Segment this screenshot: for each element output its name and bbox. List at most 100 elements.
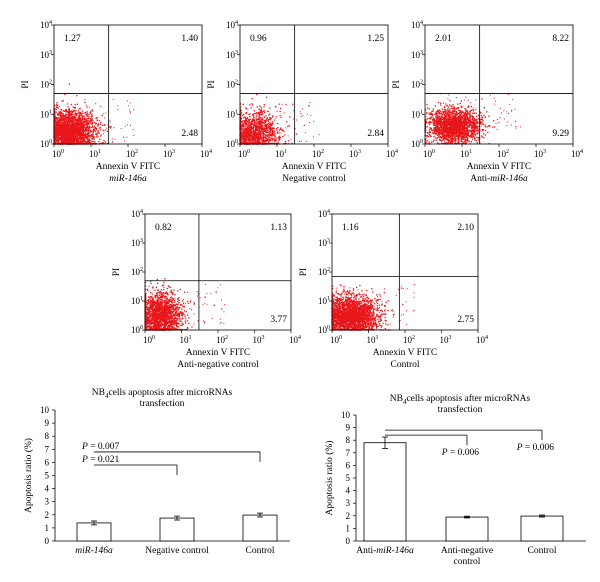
event-dot xyxy=(250,123,253,126)
event-dot xyxy=(270,142,273,145)
event-dot xyxy=(263,127,265,129)
event-dot xyxy=(56,123,58,126)
x-tick-label: 104 xyxy=(200,149,212,159)
event-dot xyxy=(91,121,93,124)
event-dot xyxy=(62,115,65,117)
event-dot xyxy=(295,133,298,135)
x-tick-exponent: 3 xyxy=(172,149,175,155)
event-dot xyxy=(83,126,85,129)
event-dot xyxy=(91,137,93,140)
event-dot xyxy=(243,128,245,131)
event-dot xyxy=(74,129,76,131)
event-dot xyxy=(55,135,57,137)
event-dot xyxy=(470,134,472,136)
event-dot xyxy=(83,118,85,120)
event-dot xyxy=(450,136,452,138)
event-dot xyxy=(58,119,61,122)
event-dot xyxy=(61,126,64,128)
event-dot xyxy=(73,119,75,122)
event-dot xyxy=(261,141,264,143)
event-dot xyxy=(443,138,445,141)
event-dot xyxy=(92,119,94,121)
event-dot xyxy=(54,127,56,129)
event-dot xyxy=(82,118,84,120)
event-dot xyxy=(62,119,64,121)
event-dot xyxy=(472,134,474,137)
event-dot xyxy=(257,129,259,131)
event-dot xyxy=(79,120,82,123)
event-dot xyxy=(268,114,270,116)
event-dot xyxy=(72,106,74,108)
event-dot xyxy=(59,142,62,145)
event-dot xyxy=(78,121,80,123)
event-dot xyxy=(68,131,71,134)
event-dot xyxy=(63,130,66,133)
event-dot xyxy=(462,120,465,122)
event-dot xyxy=(82,135,85,137)
event-dot xyxy=(90,117,92,120)
event-dot xyxy=(242,142,244,145)
event-dot xyxy=(126,100,128,102)
y-tick-exponent: 2 xyxy=(49,80,52,86)
event-dot xyxy=(240,125,242,128)
event-dot xyxy=(246,119,248,121)
event-dot xyxy=(274,138,277,140)
event-dot xyxy=(76,134,79,137)
event-dot xyxy=(258,115,261,117)
event-dot xyxy=(59,135,61,137)
event-dot xyxy=(89,120,91,122)
event-dot xyxy=(69,115,71,117)
event-dot xyxy=(261,124,263,126)
event-dot xyxy=(85,118,87,121)
event-dot xyxy=(256,93,258,96)
event-dot xyxy=(59,124,61,126)
event-dot xyxy=(71,140,74,142)
event-dot xyxy=(242,141,244,143)
event-dot xyxy=(68,127,70,129)
event-dot xyxy=(80,118,82,121)
event-dot xyxy=(250,126,252,128)
event-dot xyxy=(252,123,255,126)
event-dot xyxy=(245,129,247,131)
event-dot xyxy=(72,127,74,130)
event-dot xyxy=(59,125,61,127)
event-dot xyxy=(259,132,262,134)
event-cloud xyxy=(53,83,135,145)
x-tick-label: 101 xyxy=(89,149,101,159)
event-dot xyxy=(91,138,93,140)
event-dot xyxy=(260,120,262,123)
event-dot xyxy=(240,133,242,135)
event-dot xyxy=(257,112,260,114)
event-dot xyxy=(66,128,68,130)
event-dot xyxy=(447,111,450,113)
event-dot xyxy=(88,106,90,108)
event-dot xyxy=(287,125,289,128)
event-dot xyxy=(260,113,262,115)
event-dot xyxy=(292,103,294,105)
event-dot xyxy=(268,136,270,138)
event-dot xyxy=(257,118,260,120)
x-tick-exponent: 4 xyxy=(395,149,398,155)
event-dot xyxy=(58,133,60,136)
event-dot xyxy=(265,140,267,143)
event-dot xyxy=(473,124,476,126)
event-dot xyxy=(84,121,86,123)
event-dot xyxy=(245,133,247,135)
event-dot xyxy=(108,119,110,121)
event-dot xyxy=(55,136,58,138)
event-dot xyxy=(78,142,80,144)
x-axis-label: Annexin V FITC xyxy=(96,162,161,172)
event-dot xyxy=(126,136,128,138)
event-dot xyxy=(255,135,257,137)
event-dot xyxy=(68,135,70,137)
event-dot xyxy=(74,130,76,132)
event-dot xyxy=(449,142,451,144)
event-dot xyxy=(249,115,251,118)
event-dot xyxy=(248,118,250,121)
event-dot xyxy=(266,134,269,137)
event-dot xyxy=(53,133,56,135)
event-dot xyxy=(275,140,277,142)
event-dot xyxy=(85,119,87,122)
event-dot xyxy=(91,134,93,137)
event-dot xyxy=(56,102,58,104)
